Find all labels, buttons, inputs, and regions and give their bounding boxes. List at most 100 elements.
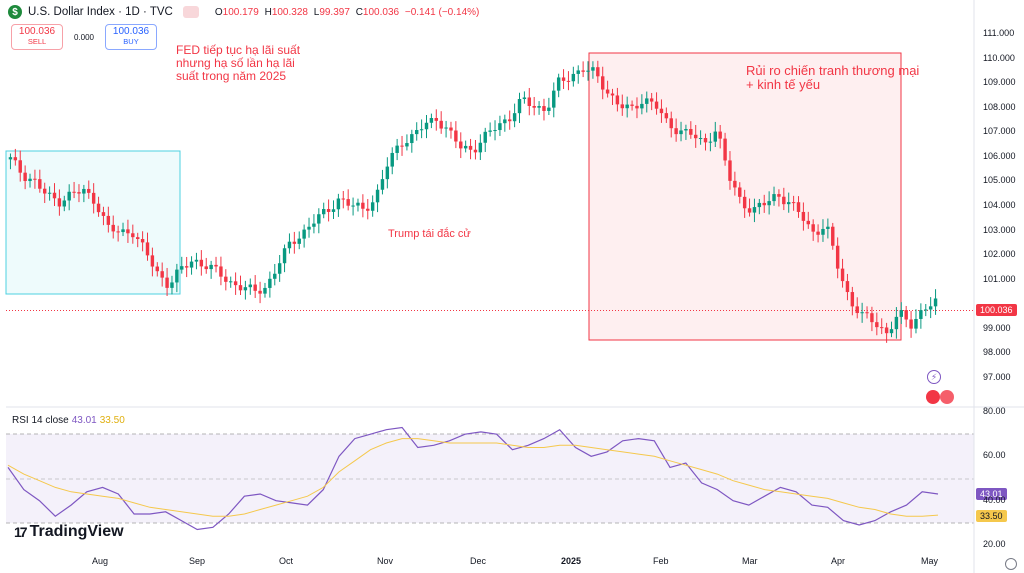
candle-body [268,278,272,288]
candle-body [679,130,683,135]
candle-body [429,118,434,123]
candle-body [512,113,517,122]
candle-body [909,319,913,329]
candle-body [610,93,615,96]
candle-body [160,271,164,278]
candle-body [488,130,492,132]
price-tick: 104.000 [983,200,1016,210]
candle-body [38,179,42,189]
candle-body [620,104,625,109]
candle-body [292,241,297,244]
price-tick: 103.000 [983,224,1016,235]
candle-body [831,226,835,246]
price-tick: 105.000 [983,175,1016,186]
candle-body [845,281,850,293]
candle-body [248,284,253,288]
time-tick: Aug [92,556,109,566]
candle-body [224,276,228,282]
candle-body [385,166,390,180]
price-candles [8,60,938,343]
candle-body [801,211,806,221]
candle-body [507,119,512,122]
candle-body [875,322,879,328]
candle-body [669,118,673,129]
candle-body [596,67,600,77]
candle-body [150,255,155,267]
candle-body [791,202,796,204]
price-tick: 109.000 [983,77,1016,88]
candle-body [8,157,13,160]
candle-body [527,97,532,106]
candle-body [689,128,693,135]
rsi-line [7,426,939,531]
rsi-legend[interactable]: RSI 14 close 43.01 33.50 [12,415,125,426]
candle-body [522,97,527,100]
candle-body [503,119,507,124]
candle-body [82,188,86,194]
candle-body [57,198,62,207]
candle-body [135,237,140,240]
candle-body [47,192,52,194]
candle-body [742,196,747,209]
candle-body [140,239,145,243]
candle-body [366,208,370,211]
candle-body [654,101,659,109]
symbol-title[interactable]: U.S. Dollar Index · 1D · TVC [28,6,173,18]
candle-body [552,90,556,108]
candle-body [821,228,825,235]
candle-body [370,202,375,211]
candle-body [914,318,918,329]
candle-body [96,203,101,213]
candle-body [194,259,199,262]
rsi-tick: 40.00 [983,494,1006,505]
price-tick: 102.000 [983,249,1016,260]
candle-body [346,199,350,206]
us-flag-event-icon[interactable] [926,390,940,404]
candle-body [155,266,160,272]
candle-body [894,316,899,330]
candle-body [757,202,762,208]
candle-body [542,106,546,111]
candle-body [121,229,125,233]
candle-body [380,179,385,190]
candle-body [517,99,522,114]
candle-body [219,266,223,277]
candle-body [483,131,487,143]
candle-body [605,89,610,94]
candle-body [664,113,669,119]
candle-body [630,104,634,106]
candle-body [405,143,409,147]
settings-icon[interactable] [1005,558,1017,570]
candle-body [498,123,502,131]
candle-body [855,306,859,314]
candle-body [850,292,855,307]
candle-body [571,73,576,82]
candle-body [752,207,757,213]
price-tick: 98.000 [983,347,1011,358]
lightning-icon[interactable]: ⚡ [927,370,941,384]
price-tick: 99.000 [983,322,1011,333]
candle-body [870,313,874,323]
candle-body [336,198,341,210]
candle-body [904,310,908,320]
candle-body [375,189,380,203]
candle-body [302,229,306,239]
candle-body [282,248,287,264]
price-tick: 101.000 [983,273,1016,284]
candle-body [28,178,32,182]
time-tick: Dec [470,556,487,566]
candle-body [777,194,781,197]
candle-body [933,298,938,307]
fed-annotation: FED tiếp tục hạ lãi suất nhưng hạ số lần… [176,43,301,83]
candle-body [410,134,414,144]
flag-icon[interactable] [182,6,199,18]
candle-body [258,290,262,294]
chart-header: $ U.S. Dollar Index · 1D · TVC O100.179 … [8,5,479,19]
sell-button[interactable]: 100.036 SELL [11,24,63,50]
rsi-value-tag: 43.01 [976,488,1007,500]
buy-button[interactable]: 100.036 BUY [105,24,157,50]
candle-body [728,160,732,181]
candle-body [635,105,639,109]
us-flag-event-icon-2[interactable] [940,390,954,404]
rsi-ma-tag: 33.50 [976,510,1007,522]
